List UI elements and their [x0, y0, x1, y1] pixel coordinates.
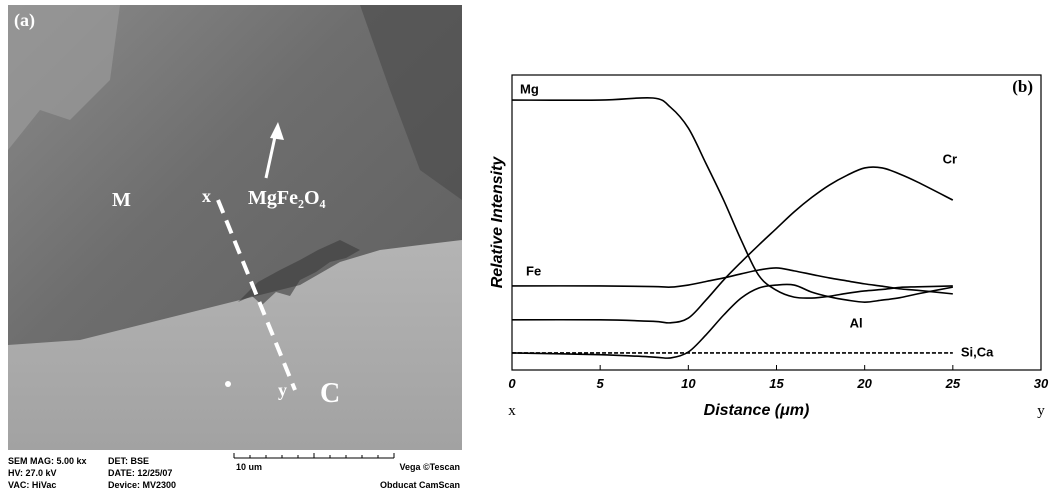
x-tick-label: 20	[856, 376, 872, 391]
footer-text: DATE: 12/25/07	[108, 468, 172, 478]
series-label: Si,Ca	[961, 344, 994, 359]
x-start-label: x	[508, 403, 516, 419]
footer-text: VAC: HiVac	[8, 480, 56, 490]
scale-bar	[234, 453, 394, 458]
series-label: Mg	[520, 82, 539, 97]
footer-text: SEM MAG: 5.00 kx	[8, 456, 87, 466]
sem-footer: SEM MAG: 5.00 kx HV: 27.0 kV VAC: HiVac …	[8, 453, 460, 490]
y-axis-label: Relative Intensity	[489, 156, 506, 289]
footer-text: HV: 27.0 kV	[8, 468, 57, 478]
sem-image: (a) M MgFe₂O₄ x y C	[8, 5, 462, 450]
footer-text: 10 um	[236, 462, 262, 472]
panel-label: (b)	[1012, 77, 1033, 96]
footer-text: DET: BSE	[108, 456, 149, 466]
particle	[225, 381, 231, 387]
region-label: M	[112, 189, 131, 211]
x-tick-label: 5	[597, 376, 605, 391]
series-label: Fe	[526, 263, 541, 278]
point-label: y	[278, 380, 287, 400]
panel-label: (a)	[14, 10, 35, 31]
x-tick-label: 30	[1034, 376, 1049, 391]
footer-text: Vega ©Tescan	[400, 462, 461, 472]
x-tick-label: 0	[508, 376, 516, 391]
series-label: Cr	[943, 152, 957, 167]
x-end-label: y	[1037, 403, 1045, 419]
figure: (a) M MgFe₂O₄ x y C SEM MAG: 5.00 kx HV:…	[0, 0, 1053, 492]
x-tick-label: 15	[769, 376, 784, 391]
series-line	[512, 284, 953, 358]
plot-frame	[512, 75, 1041, 370]
phase-label: MgFe₂O₄	[248, 187, 326, 209]
point-label: x	[202, 186, 211, 206]
series-line	[512, 98, 953, 298]
x-tick-label: 10	[681, 376, 696, 391]
x-axis-label: Distance (μm)	[704, 402, 810, 419]
region-label: C	[320, 378, 340, 409]
footer-text: Device: MV2300	[108, 480, 176, 490]
footer-text: Obducat CamScan	[380, 480, 460, 490]
series-label: Al	[850, 316, 863, 331]
x-tick-label: 25	[945, 376, 961, 391]
